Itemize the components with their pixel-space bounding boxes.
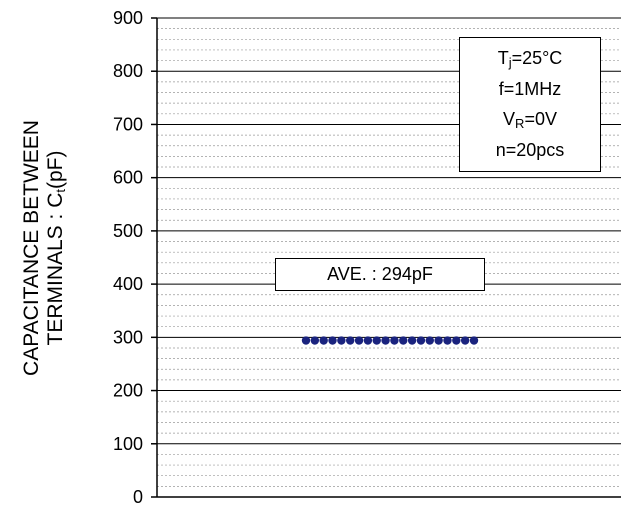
y-tick-label: 500 — [113, 221, 143, 241]
data-point — [425, 336, 434, 345]
conditions-box: Tj=25°C f=1MHz VR=0V n=20pcs — [459, 37, 601, 172]
data-point — [381, 336, 390, 345]
y-tick-label: 700 — [113, 114, 143, 134]
data-point — [416, 336, 426, 345]
y-tick-label: 200 — [113, 381, 143, 401]
major-gridlines — [157, 17, 621, 445]
data-point — [328, 336, 337, 345]
data-point — [469, 336, 479, 345]
data-point — [452, 336, 461, 345]
y-tick-label: 800 — [113, 61, 143, 81]
y-tick-label: 400 — [113, 274, 143, 294]
data-point — [399, 336, 408, 345]
data-point — [346, 336, 355, 345]
y-tick-labels: 0 100 200 300 400 500 600 700 800 900 — [113, 8, 157, 507]
frequency: f=1MHz — [498, 78, 562, 99]
data-point — [390, 336, 399, 345]
y-axis-label: CAPACITANCE BETWEEN TERMINALS : Ct(pF) — [20, 120, 68, 376]
y-tick-label: 100 — [113, 434, 143, 454]
data-point — [372, 336, 381, 345]
data-point — [460, 336, 470, 345]
data-point — [363, 336, 373, 345]
y-axis-label-area: CAPACITANCE BETWEEN TERMINALS : Ct(pF) — [0, 0, 80, 510]
y-axis-label-line1: CAPACITANCE BETWEEN — [20, 120, 43, 376]
sample-count: n=20pcs — [495, 140, 565, 161]
data-point — [301, 336, 311, 345]
y-tick-label: 300 — [113, 327, 143, 347]
y-tick-label: 0 — [133, 487, 143, 507]
average-annotation: AVE. : 294pF — [275, 258, 485, 291]
data-point — [310, 336, 320, 345]
data-point — [407, 336, 417, 345]
y-axis-label-line2: TERMINALS : Ct(pF) — [44, 150, 68, 346]
junction-temperature: Tj=25°C — [497, 47, 563, 70]
reverse-voltage: VR=0V — [503, 109, 557, 132]
data-point — [434, 336, 443, 345]
data-point — [337, 336, 346, 345]
y-tick-label: 600 — [113, 168, 143, 188]
data-point — [354, 336, 364, 345]
data-points — [301, 336, 479, 345]
data-point — [443, 336, 452, 345]
data-point — [319, 336, 328, 345]
y-tick-label: 900 — [113, 8, 143, 28]
